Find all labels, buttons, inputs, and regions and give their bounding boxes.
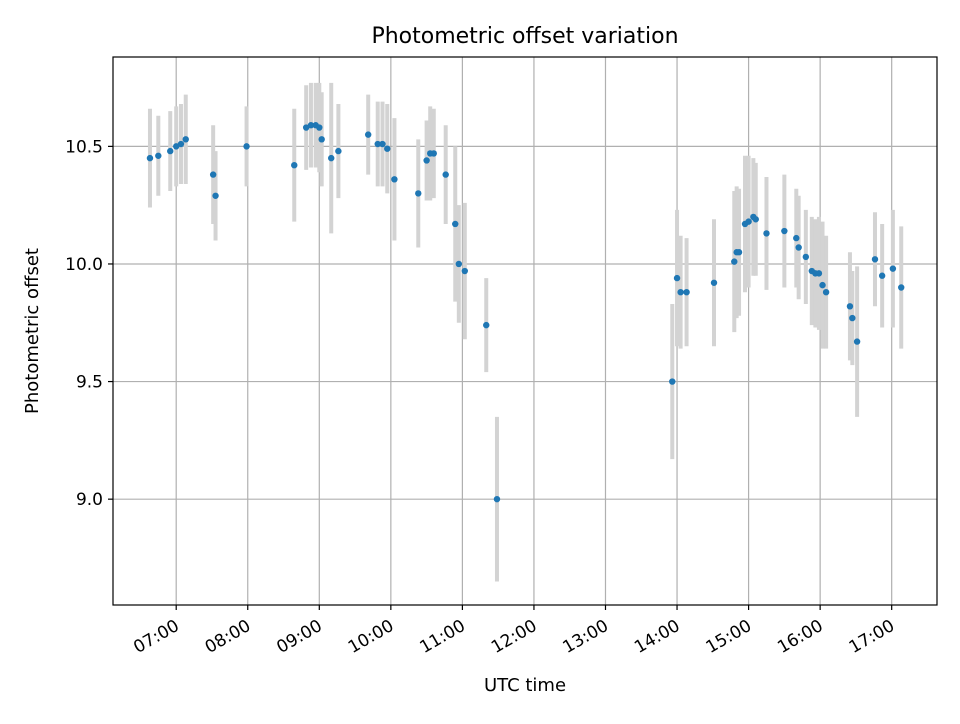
data-point <box>379 140 386 148</box>
data-point <box>430 150 437 157</box>
data-point <box>384 145 391 152</box>
data-point <box>316 124 323 131</box>
data-point <box>735 249 743 256</box>
data-point <box>752 216 759 223</box>
data-point <box>452 220 459 228</box>
data-point <box>182 136 189 143</box>
data-point <box>461 267 468 275</box>
x-axis-label: UTC time <box>484 675 566 696</box>
data-point <box>173 143 180 150</box>
data-point <box>374 140 381 148</box>
data-point <box>483 321 490 329</box>
data-point <box>442 171 449 178</box>
plot-area-frame <box>112 56 938 606</box>
chart-title: Photometric offset variation <box>371 24 678 49</box>
data-point <box>731 258 738 265</box>
y-tick-label: 10.0 <box>65 255 103 275</box>
data-point <box>335 147 342 155</box>
data-point <box>815 270 823 277</box>
data-point <box>155 152 162 159</box>
data-point <box>291 161 298 169</box>
data-point <box>391 176 398 183</box>
data-point <box>889 265 897 272</box>
data-point <box>781 227 788 235</box>
y-axis-ticks: 9.0 9.5 10.0 10.5 <box>65 137 113 510</box>
data-point <box>415 190 422 197</box>
data-point <box>167 147 174 155</box>
data-point <box>853 338 861 345</box>
data-point <box>328 154 335 162</box>
y-tick-label: 9.5 <box>76 373 103 393</box>
y-tick-label: 10.5 <box>65 137 103 157</box>
data-point <box>878 272 886 279</box>
data-point <box>871 256 879 263</box>
data-point <box>795 244 802 251</box>
data-point <box>212 192 219 199</box>
data-point <box>802 253 810 261</box>
data-point <box>302 124 310 131</box>
data-point <box>455 260 463 268</box>
data-point <box>710 279 718 286</box>
data-point <box>177 140 185 148</box>
data-point <box>822 288 830 296</box>
data-point <box>673 274 681 282</box>
data-point <box>243 143 250 150</box>
data-point <box>793 234 800 242</box>
data-point <box>763 230 770 237</box>
y-tick-label: 9.0 <box>76 490 103 510</box>
y-axis-label: Photometric offset <box>22 248 43 414</box>
data-point <box>669 378 676 385</box>
data-point <box>146 154 154 162</box>
data-point <box>307 122 315 129</box>
data-point <box>745 218 752 225</box>
data-point <box>819 281 826 289</box>
data-point <box>364 131 372 138</box>
data-point <box>493 495 501 503</box>
data-point <box>423 157 430 164</box>
data-point <box>209 171 217 178</box>
data-point <box>683 288 690 296</box>
data-points <box>146 122 905 503</box>
data-point <box>318 136 325 143</box>
data-point <box>849 314 856 322</box>
data-point <box>846 303 854 310</box>
data-point <box>677 288 684 296</box>
data-point <box>898 284 905 291</box>
